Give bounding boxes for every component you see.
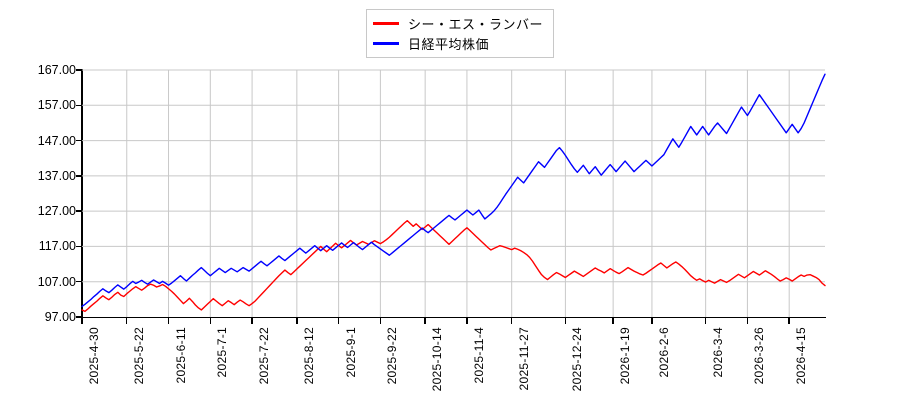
- x-axis-tick-mark: [510, 318, 513, 324]
- legend-label-0: シー・エス・ランバー: [408, 16, 544, 32]
- y-axis-tick-label: 127.00: [37, 204, 76, 219]
- x-axis-tick-mark: [788, 318, 790, 324]
- x-axis-tick-mark: [251, 318, 253, 324]
- y-axis-tick-label: 117.00: [38, 239, 76, 254]
- x-axis-tick-label: 2025-12-24: [570, 327, 585, 392]
- legend-swatch-blue: [373, 41, 399, 45]
- legend-swatch-red: [373, 21, 399, 25]
- y-axis-tick-labels: 97.00 107.00 117.00 127.00 137.00 147.00 157.0…: [0, 0, 76, 400]
- x-axis-tick-mark: [466, 318, 468, 324]
- y-axis-tick-mark: [76, 245, 82, 248]
- x-axis-tick-mark: [746, 318, 749, 324]
- x-axis-tick-label: 2026-2-6: [656, 327, 671, 378]
- y-axis-tick-mark: [76, 104, 82, 106]
- x-axis-tick-label: 2025-10-14: [430, 327, 445, 392]
- y-axis-tick-mark: [76, 69, 82, 71]
- y-axis-tick-label: 137.00: [37, 168, 76, 183]
- y-axis-tick-label: 147.00: [37, 133, 76, 148]
- x-axis-tick-mark: [704, 318, 707, 324]
- x-axis-tick-mark: [424, 318, 426, 324]
- x-axis-tick-label: 2025-9-22: [385, 327, 400, 385]
- y-axis-tick-label: 107.00: [37, 274, 76, 289]
- x-axis-tick-label: 2026-3-4: [710, 327, 725, 378]
- x-axis-tick-mark: [209, 318, 211, 324]
- x-axis-tick-label: 2025-6-11: [173, 327, 188, 384]
- x-axis-tick-label: 2026-3-26: [752, 327, 767, 385]
- series-lines: [81, 73, 826, 313]
- y-axis-tick-mark: [76, 210, 82, 212]
- x-axis-tick-label: 2025-4-30: [87, 327, 101, 385]
- x-axis-tick-mark: [379, 318, 382, 324]
- x-axis-tick-mark: [337, 318, 340, 324]
- y-axis-tick-mark: [76, 316, 82, 318]
- x-axis-line: [81, 316, 826, 319]
- x-axis-tick-label: 2026-1-19: [618, 327, 633, 385]
- legend-item-0: シー・エス・ランバー: [373, 13, 543, 33]
- chart-legend: シー・エス・ランバー 日経平均株価: [366, 9, 555, 58]
- series-line-0: [81, 219, 826, 313]
- x-axis-tick-label: 2025-5-22: [131, 327, 146, 385]
- y-axis-tick-mark: [76, 175, 82, 177]
- grid-lines: [82, 69, 825, 317]
- x-axis-tick-label: 2025-7-22: [257, 327, 272, 385]
- y-axis-tick-label: 97.00: [44, 310, 76, 324]
- x-axis-tick-label: 2025-11-27: [516, 327, 531, 391]
- x-axis-tick-mark: [564, 318, 567, 324]
- x-axis-tick-mark: [81, 318, 83, 324]
- y-axis-tick-mark: [76, 139, 82, 142]
- x-axis-tick-mark: [612, 318, 614, 324]
- x-axis-tick-label: 2025-8-12: [301, 327, 316, 385]
- y-axis-tick-mark: [76, 281, 82, 283]
- x-axis-tick-label: 2025-9-1: [343, 327, 358, 378]
- x-axis-tick-label: 2026-4-15: [794, 327, 809, 385]
- x-axis-tick-mark: [167, 318, 170, 324]
- x-axis-tick-mark: [126, 318, 128, 324]
- x-axis-tick-label: 2025-11-4: [471, 327, 486, 384]
- legend-label-1: 日経平均株価: [408, 36, 490, 52]
- y-axis-tick-label: 157.00: [37, 98, 76, 113]
- x-axis-tick-mark: [296, 318, 298, 324]
- x-axis-tick-mark: [651, 318, 653, 324]
- x-axis-tick-label: 2025-7-1: [215, 327, 230, 378]
- plot-area: [81, 69, 826, 317]
- y-axis-line: [81, 69, 83, 318]
- y-axis-tick-label: 167.00: [37, 63, 76, 77]
- legend-item-1: 日経平均株価: [373, 33, 543, 53]
- series-line-1: [81, 73, 826, 308]
